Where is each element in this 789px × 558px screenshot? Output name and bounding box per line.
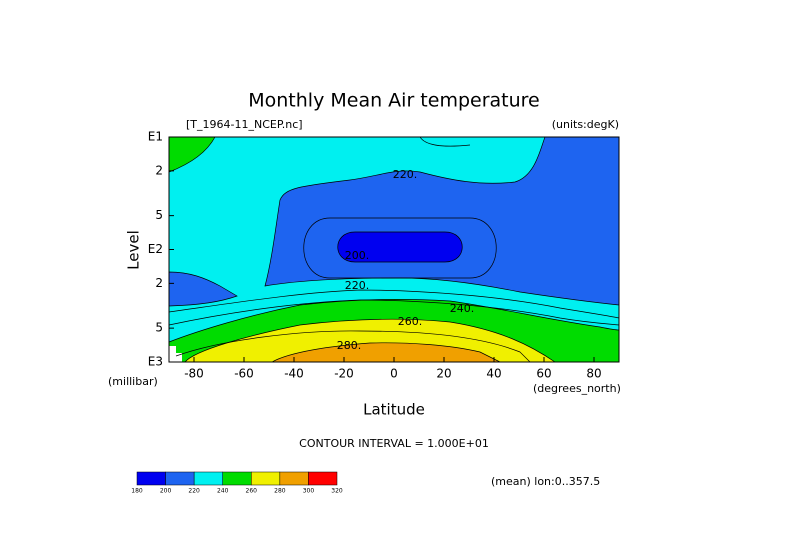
contour-region (270, 342, 501, 363)
note: (mean) lon:0..357.5 (491, 475, 600, 488)
x-tick-label: -60 (234, 367, 254, 381)
colorbar-box (222, 471, 252, 486)
x-tick-label: 40 (486, 367, 501, 381)
contour-line (168, 299, 620, 326)
colorbar-label: 260 (246, 488, 258, 495)
subtitle: [T_1964-11_NCEP.nc] (186, 118, 303, 131)
colorbar-box (165, 471, 195, 486)
colorbar-label: 180 (131, 488, 143, 495)
contour-label: 200. (345, 249, 370, 262)
contour-label: 220. (393, 168, 418, 181)
contour-label: 260. (398, 315, 423, 328)
y-axis-title: Level (125, 230, 143, 270)
x-tick-label: 0 (390, 367, 398, 381)
footnote: CONTOUR INTERVAL = 1.000E+01 (299, 437, 489, 450)
x-axis-title: Latitude (363, 401, 425, 419)
y-tick-label: 2 (155, 276, 163, 290)
colorbar-box (193, 471, 223, 486)
contour-label: 240. (450, 302, 475, 315)
x-tick-label: -20 (334, 367, 354, 381)
contour-line (175, 330, 531, 363)
y-tick-label: E1 (148, 130, 163, 144)
x-tick-label: 80 (586, 367, 601, 381)
colorbar-box (308, 471, 338, 486)
x-tick-label: -40 (284, 367, 304, 381)
colorbar-box (136, 471, 166, 486)
x-unit: (degrees_north) (533, 382, 621, 395)
contour-line (419, 136, 471, 147)
x-tick-label: 20 (436, 367, 451, 381)
colorbar-box (279, 471, 309, 486)
colorbar-label: 280 (274, 488, 286, 495)
x-tick-label: -80 (184, 367, 204, 381)
contour-line (168, 289, 620, 319)
ground-mask (169, 346, 182, 362)
colorbar-box (251, 471, 281, 486)
colorbar-label: 300 (303, 488, 315, 495)
y-tick-label: 2 (155, 163, 163, 177)
colorbar-label: 240 (217, 488, 229, 495)
units-label: (units:degK) (552, 118, 619, 131)
x-tick-label: 60 (536, 367, 551, 381)
contour-label: 220. (345, 279, 370, 292)
contour-region (168, 271, 238, 307)
contour-label: 280. (337, 339, 362, 352)
contour-region (264, 136, 620, 306)
colorbar-label: 320 (331, 488, 343, 495)
y-tick-label: E2 (148, 242, 163, 256)
chart-title: Monthly Mean Air temperature (248, 90, 539, 112)
y-tick-label: E3 (148, 355, 163, 369)
y-tick-label: 5 (155, 208, 163, 222)
y-unit: (millibar) (108, 375, 158, 388)
colorbar-label: 220 (188, 488, 200, 495)
contour-line (303, 217, 497, 279)
contour-region (337, 231, 463, 263)
y-tick-label: 5 (155, 321, 163, 335)
colorbar-label: 200 (160, 488, 172, 495)
